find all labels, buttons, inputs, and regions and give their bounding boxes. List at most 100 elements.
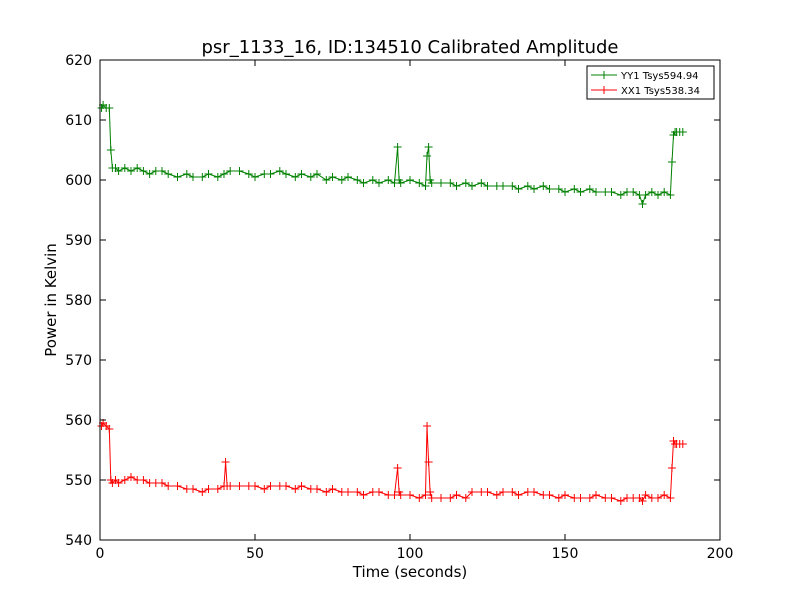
data-point xyxy=(660,188,669,196)
x-tick-label: 50 xyxy=(246,546,264,562)
data-point xyxy=(561,491,569,499)
data-point xyxy=(368,176,377,184)
data-point xyxy=(139,167,148,175)
data-point xyxy=(266,482,275,490)
data-point xyxy=(297,170,306,178)
legend: YY1 Tsys594.94 XX1 Tsys538.34 xyxy=(586,65,715,100)
data-point xyxy=(251,173,259,181)
data-point xyxy=(393,143,402,151)
data-point xyxy=(461,494,470,502)
data-point xyxy=(666,191,675,199)
data-point xyxy=(139,476,148,484)
legend-label: XX1 Tsys538.34 xyxy=(621,86,700,97)
data-point xyxy=(105,104,114,112)
data-point xyxy=(508,182,517,190)
data-point xyxy=(313,485,321,493)
data-point xyxy=(415,494,424,502)
legend-marker xyxy=(600,71,608,79)
y-tick-label: 580 xyxy=(65,293,92,309)
y-tick-label: 600 xyxy=(65,173,92,189)
x-axis: 0 50 100 150 200 xyxy=(96,60,733,562)
data-point xyxy=(452,491,461,499)
data-point xyxy=(641,491,650,499)
data-point xyxy=(406,491,414,499)
data-point xyxy=(189,485,197,493)
data-point xyxy=(592,188,600,196)
data-point xyxy=(198,488,207,496)
y-axis-title: Power in Kelvin xyxy=(42,243,60,357)
data-point xyxy=(173,482,182,490)
data-point xyxy=(260,485,269,493)
data-point xyxy=(592,491,600,499)
y-axis: 540 550 560 570 580 590 600 610 620 xyxy=(65,53,720,549)
x-tick-label: 150 xyxy=(552,546,579,562)
data-point xyxy=(328,485,337,493)
data-point xyxy=(545,491,554,499)
data-point xyxy=(415,179,424,187)
data-point xyxy=(678,440,687,448)
data-point xyxy=(427,179,436,187)
data-point xyxy=(396,491,405,499)
data-point xyxy=(120,476,129,484)
data-point xyxy=(523,182,532,190)
data-point xyxy=(530,185,538,193)
y-tick-label: 540 xyxy=(65,533,92,549)
series-line xyxy=(101,104,683,206)
data-point xyxy=(660,491,669,499)
data-point xyxy=(561,188,569,196)
data-point xyxy=(384,176,393,184)
data-point xyxy=(647,188,656,196)
data-point xyxy=(468,488,476,496)
data-point xyxy=(468,182,476,190)
data-point xyxy=(182,170,191,178)
data-point xyxy=(105,425,114,433)
data-point xyxy=(446,494,455,502)
y-tick-label: 570 xyxy=(65,353,92,369)
data-point xyxy=(477,179,486,187)
data-point xyxy=(424,458,433,466)
data-point xyxy=(145,170,154,178)
series-layer xyxy=(97,101,687,505)
x-tick-label: 0 xyxy=(96,546,105,562)
data-point xyxy=(189,173,197,181)
data-point xyxy=(282,170,290,178)
data-point xyxy=(282,482,290,490)
data-point xyxy=(393,464,402,472)
data-point xyxy=(424,143,433,151)
data-point xyxy=(616,497,625,505)
data-point xyxy=(667,464,676,472)
data-point xyxy=(492,491,501,499)
data-point xyxy=(654,494,662,502)
data-point xyxy=(291,173,300,181)
data-point xyxy=(423,422,432,430)
data-point xyxy=(337,176,346,184)
data-point xyxy=(427,494,436,502)
data-point xyxy=(406,176,414,184)
data-point xyxy=(667,158,676,166)
data-point xyxy=(120,164,129,172)
data-point xyxy=(204,485,213,493)
data-point xyxy=(545,185,554,193)
y-tick-label: 610 xyxy=(65,113,92,129)
data-point xyxy=(576,188,585,196)
data-point xyxy=(437,179,445,187)
data-point xyxy=(204,170,213,178)
data-point xyxy=(607,188,616,196)
data-point xyxy=(446,179,455,187)
y-tick-label: 550 xyxy=(65,473,92,489)
data-point xyxy=(461,179,470,187)
data-point xyxy=(328,173,337,181)
data-point xyxy=(226,167,235,175)
data-point xyxy=(353,488,362,496)
data-point xyxy=(359,491,368,499)
data-point xyxy=(221,458,230,466)
series-2 xyxy=(97,419,687,505)
data-point xyxy=(576,494,585,502)
data-point xyxy=(198,173,207,181)
data-point xyxy=(173,173,182,181)
data-point xyxy=(396,179,405,187)
legend-marker xyxy=(600,86,608,94)
data-point xyxy=(554,494,563,502)
data-point xyxy=(344,173,352,181)
